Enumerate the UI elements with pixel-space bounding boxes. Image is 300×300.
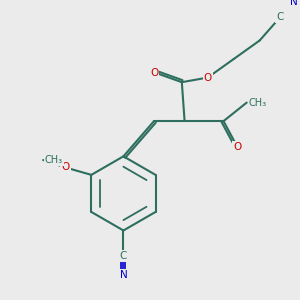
Text: CH₃: CH₃ [249,98,267,108]
Text: O: O [204,73,212,82]
Text: CH₃: CH₃ [45,155,63,165]
Text: O: O [150,68,158,78]
Text: N: N [120,270,127,280]
Text: O: O [233,142,242,152]
Text: O: O [61,163,70,172]
Text: C: C [276,12,284,22]
Text: C: C [120,251,127,261]
Text: N: N [290,0,298,7]
